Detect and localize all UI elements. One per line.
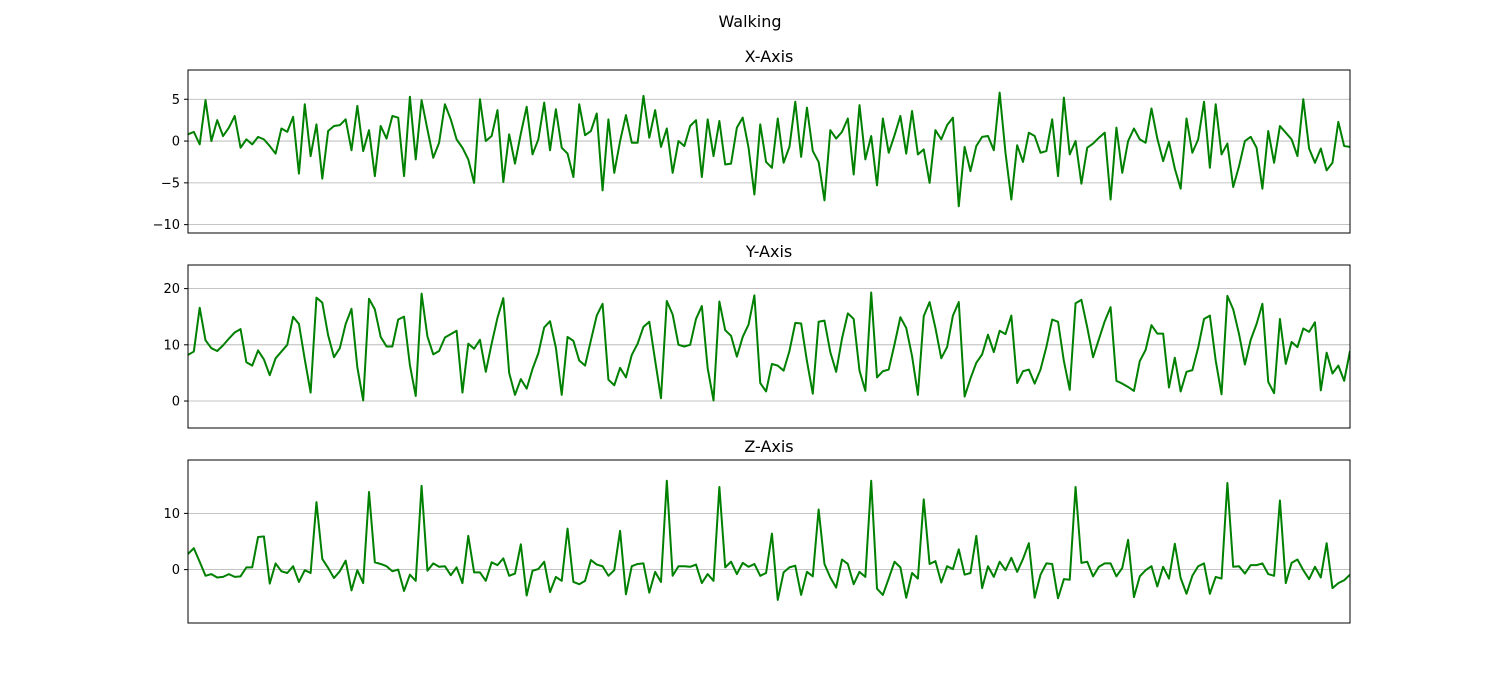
- y-tick-label: −10: [153, 218, 180, 233]
- y-tick-label: −5: [161, 176, 180, 191]
- y-tick-label: 5: [172, 93, 180, 108]
- y-tick-label: 0: [172, 395, 180, 410]
- y-tick-label: 10: [163, 507, 180, 522]
- figure-title: Walking: [718, 12, 781, 31]
- plot-frame: [187, 264, 1351, 429]
- subplot-3: Z-Axis 0 10: [163, 437, 1351, 624]
- y-tick-label: 10: [163, 338, 180, 353]
- series-line-1: [188, 479, 1350, 601]
- y-tick-label: 0: [172, 135, 180, 150]
- subplot-1: X-Axis −10 −5 0 5: [153, 47, 1351, 234]
- subplot-2: Y-Axis 0 10 20: [163, 242, 1351, 429]
- subplot-title: Z-Axis: [744, 437, 793, 456]
- plot-frame: [187, 459, 1351, 624]
- subplot-title: X-Axis: [745, 47, 794, 66]
- y-tick-label: 0: [172, 563, 180, 578]
- plot-frame: [187, 69, 1351, 234]
- series-line-1: [188, 291, 1350, 402]
- series-line-1: [188, 91, 1350, 208]
- y-tick-label: 20: [163, 282, 180, 297]
- subplot-title: Y-Axis: [745, 242, 793, 261]
